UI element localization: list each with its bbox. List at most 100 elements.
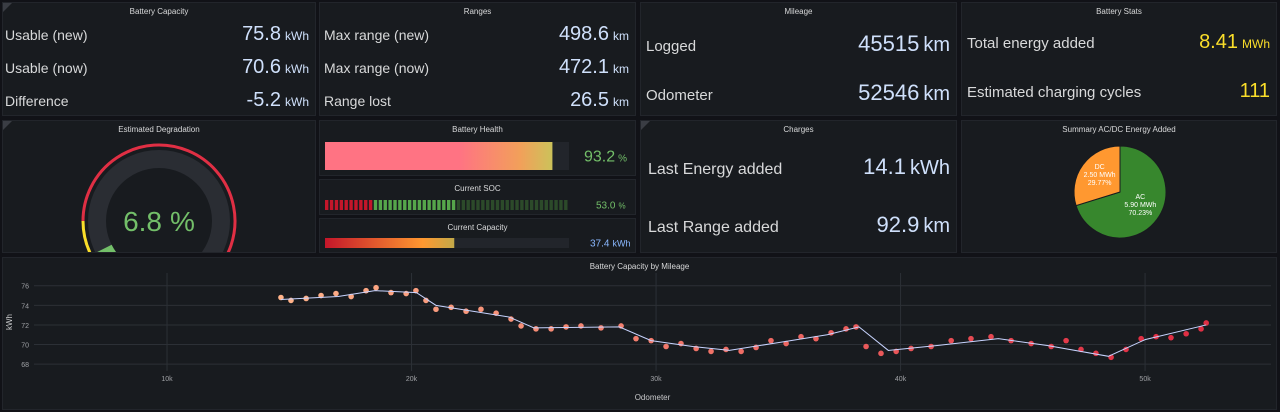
stat-value-wrap: 14.1 kWh — [863, 154, 950, 180]
stat-value-wrap: 75.8 kWh — [242, 23, 309, 46]
gauge-value: 6.8 — [123, 206, 162, 237]
bar-fill — [325, 142, 553, 170]
bar-text: 37.4 kWh — [590, 239, 630, 250]
stat-value: 26.5 — [570, 89, 609, 111]
x-tick-label: 30k — [650, 376, 662, 383]
bar-segment — [481, 200, 485, 210]
stat-value: 70.6 — [242, 56, 281, 78]
current-capacity-panel: Current Capacity 37.4 kWh — [319, 218, 636, 253]
ranges-panel: Ranges Max range (new) 498.6 km Max range (n… — [319, 2, 636, 116]
y-tick-label: 70 — [21, 343, 29, 350]
panel-title: Battery Health — [452, 125, 503, 134]
bar-segment — [329, 200, 334, 210]
stat-unit: km — [613, 29, 629, 43]
bar-segment — [407, 200, 412, 210]
panel-graphic: 68 70 72 74 76 10k 20k 30k 40k 50k Odometer kWh — [5, 273, 1271, 402]
scatter-point — [768, 337, 774, 344]
battery-capacity-panel: Battery Capacity Usable (new) 75.8 kWh Usabl… — [2, 2, 316, 116]
bar-segment — [364, 200, 368, 210]
stat-value-wrap: 26.5 km — [570, 89, 629, 112]
bar-segment — [442, 200, 446, 210]
bar-segment — [456, 200, 461, 210]
stat-label: Odometer — [646, 87, 713, 104]
panel-title: Current SOC — [454, 184, 501, 193]
stat-label: Max range (now) — [324, 60, 430, 76]
y-axis-label: kWh — [5, 314, 14, 330]
bar-value: 93.2 — [584, 149, 615, 166]
scatter-point — [478, 306, 484, 313]
scatter-point — [563, 324, 569, 330]
stat-value: 472.1 — [558, 56, 609, 78]
scatter-point — [708, 348, 714, 355]
bar-segment — [529, 200, 534, 210]
bar-value: 37.4 — [590, 239, 610, 250]
bar-segment — [422, 200, 426, 210]
bar-text: 53.0% — [596, 201, 626, 212]
pie-value-label: 29.77% — [1088, 180, 1112, 187]
battery-health-panel: Battery Health 93.2% — [319, 120, 636, 176]
x-tick-label: 20k — [406, 376, 418, 383]
y-tick-label: 74 — [21, 303, 29, 310]
stat-value: 52546 — [858, 80, 920, 105]
scatter-point — [1203, 320, 1210, 326]
stat-label: Total energy added — [967, 35, 1095, 52]
bar-segment — [432, 200, 436, 210]
panel-graphic: 37.4 kWh — [325, 238, 630, 250]
pie-panel: Summary AC/DC Energy Added AC 5.90 MWh 70.2… — [961, 120, 1277, 253]
stat-value-wrap: -5.2 kWh — [247, 89, 309, 112]
bar-segment — [554, 200, 558, 210]
panel-graphic: 53.0% — [325, 200, 626, 212]
stat-unit: MWh — [1242, 37, 1270, 51]
y-tick-label: 68 — [21, 362, 29, 369]
pie-slice — [1073, 145, 1121, 207]
x-axis-label: Odometer — [635, 393, 671, 402]
bar-segment — [520, 200, 524, 210]
bar-segment — [559, 200, 563, 210]
threshold-yellow — [81, 220, 92, 252]
stat-row: Logged 45515 km — [646, 31, 950, 57]
stat-row: Difference -5.2 kWh — [5, 89, 309, 112]
bar-segment — [461, 200, 466, 210]
stat-unit: kWh — [285, 62, 309, 76]
scatter-point — [723, 346, 729, 353]
panel-title: Battery Stats — [1096, 7, 1142, 16]
bar-value: 53.0 — [596, 201, 616, 212]
scatter-point — [783, 340, 789, 347]
stat-label: Difference — [5, 93, 69, 109]
stat-unit: kWh — [910, 157, 950, 179]
bar-segment — [515, 200, 519, 210]
scatter-point — [798, 333, 804, 340]
scatter-point — [433, 306, 439, 313]
stat-value-wrap: 8.41 MWh — [1199, 31, 1270, 54]
stat-unit: km — [613, 62, 629, 76]
degradation-panel: Estimated Degradation 6.8% — [2, 120, 316, 253]
stat-unit: km — [613, 95, 629, 109]
scatter-point — [518, 323, 524, 329]
stat-unit: km — [923, 34, 950, 56]
bar-segment — [539, 200, 544, 210]
stat-label: Usable (now) — [5, 60, 88, 76]
bar-fill — [325, 238, 455, 248]
stat-unit: km — [923, 83, 950, 105]
bar-segment — [383, 200, 387, 210]
stat-value: 45515 — [858, 31, 920, 56]
pie-value-label: 70.23% — [1128, 210, 1152, 217]
bar-unit: kWh — [612, 239, 630, 249]
scatter-point — [578, 323, 584, 329]
scatter-point — [863, 343, 869, 350]
y-tick-label: 76 — [21, 284, 29, 291]
bar-segment — [437, 200, 441, 210]
stat-value: 92.9 — [876, 212, 920, 237]
gauge-text: 6.8% — [123, 206, 195, 237]
scatter-point — [968, 335, 974, 342]
scatter-point — [663, 343, 669, 350]
stat-value: 75.8 — [242, 23, 281, 45]
panel-title: Ranges — [463, 7, 492, 16]
panel-title: Charges — [783, 125, 814, 134]
stat-value: 498.6 — [558, 23, 609, 45]
scatter-point — [533, 326, 539, 332]
scatter-point — [633, 335, 639, 342]
bar-unit: % — [618, 154, 627, 165]
